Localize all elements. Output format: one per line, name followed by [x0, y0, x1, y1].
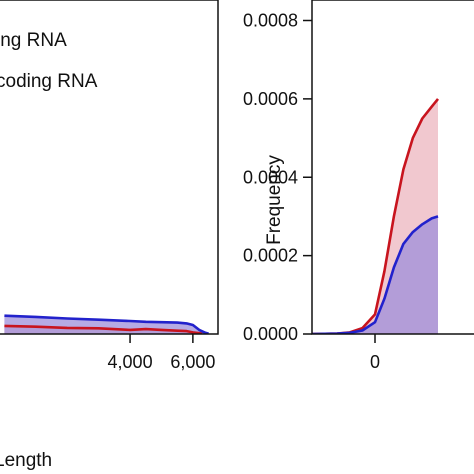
- left-plot-frame: [0, 0, 219, 335]
- right-y-tick-label: 0.0008: [243, 11, 298, 31]
- line-noncoding-rna-left: [4, 314, 209, 334]
- right-x-ticks: 0: [370, 334, 380, 372]
- right-y-tick-label: 0.0002: [243, 246, 298, 266]
- line-noncoding-rna-right: [312, 215, 439, 334]
- right-y-tick-label: 0.0000: [243, 324, 298, 344]
- right-plot-area: [312, 98, 440, 334]
- left-legend: ing RNA coding RNA: [0, 30, 98, 92]
- area-noncoding-rna-right: [312, 216, 438, 334]
- left-x-tick-label: 6,000: [170, 352, 215, 372]
- right-plot-frame: [311, 0, 474, 335]
- left-x-ticks: 4,000 6,000: [108, 334, 215, 372]
- right-y-tick-label: 0.0004: [243, 167, 298, 187]
- left-plot-area: [4, 314, 209, 334]
- left-x-axis-label: Length: [0, 450, 52, 471]
- right-x-tick-label: 0: [370, 352, 380, 372]
- legend-entry-non-coding-rna: coding RNA: [0, 71, 98, 92]
- right-y-ticks: 0.0000 0.0002 0.0004 0.0006 0.0008: [243, 11, 312, 344]
- legend-entry-coding-rna: ing RNA: [0, 30, 67, 51]
- right-y-axis-label: Frequency: [264, 155, 285, 245]
- right-density-panel: 0.0000 0.0002 0.0004 0.0006 0.0008 0 Frequen…: [243, 0, 474, 372]
- left-density-panel: 4,000 6,000 Length ing RNA coding RNA: [0, 0, 219, 471]
- left-x-tick-label: 4,000: [108, 352, 153, 372]
- line-coding-rna-left: [4, 324, 203, 334]
- right-y-tick-label: 0.0006: [243, 89, 298, 109]
